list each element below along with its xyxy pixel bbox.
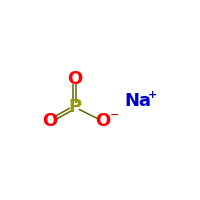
Text: O: O [42, 112, 57, 130]
Text: +: + [148, 90, 157, 100]
Text: O: O [67, 70, 82, 88]
Text: P: P [68, 98, 81, 116]
Text: Na: Na [125, 92, 152, 110]
Text: −: − [110, 110, 120, 120]
Text: O: O [95, 112, 110, 130]
